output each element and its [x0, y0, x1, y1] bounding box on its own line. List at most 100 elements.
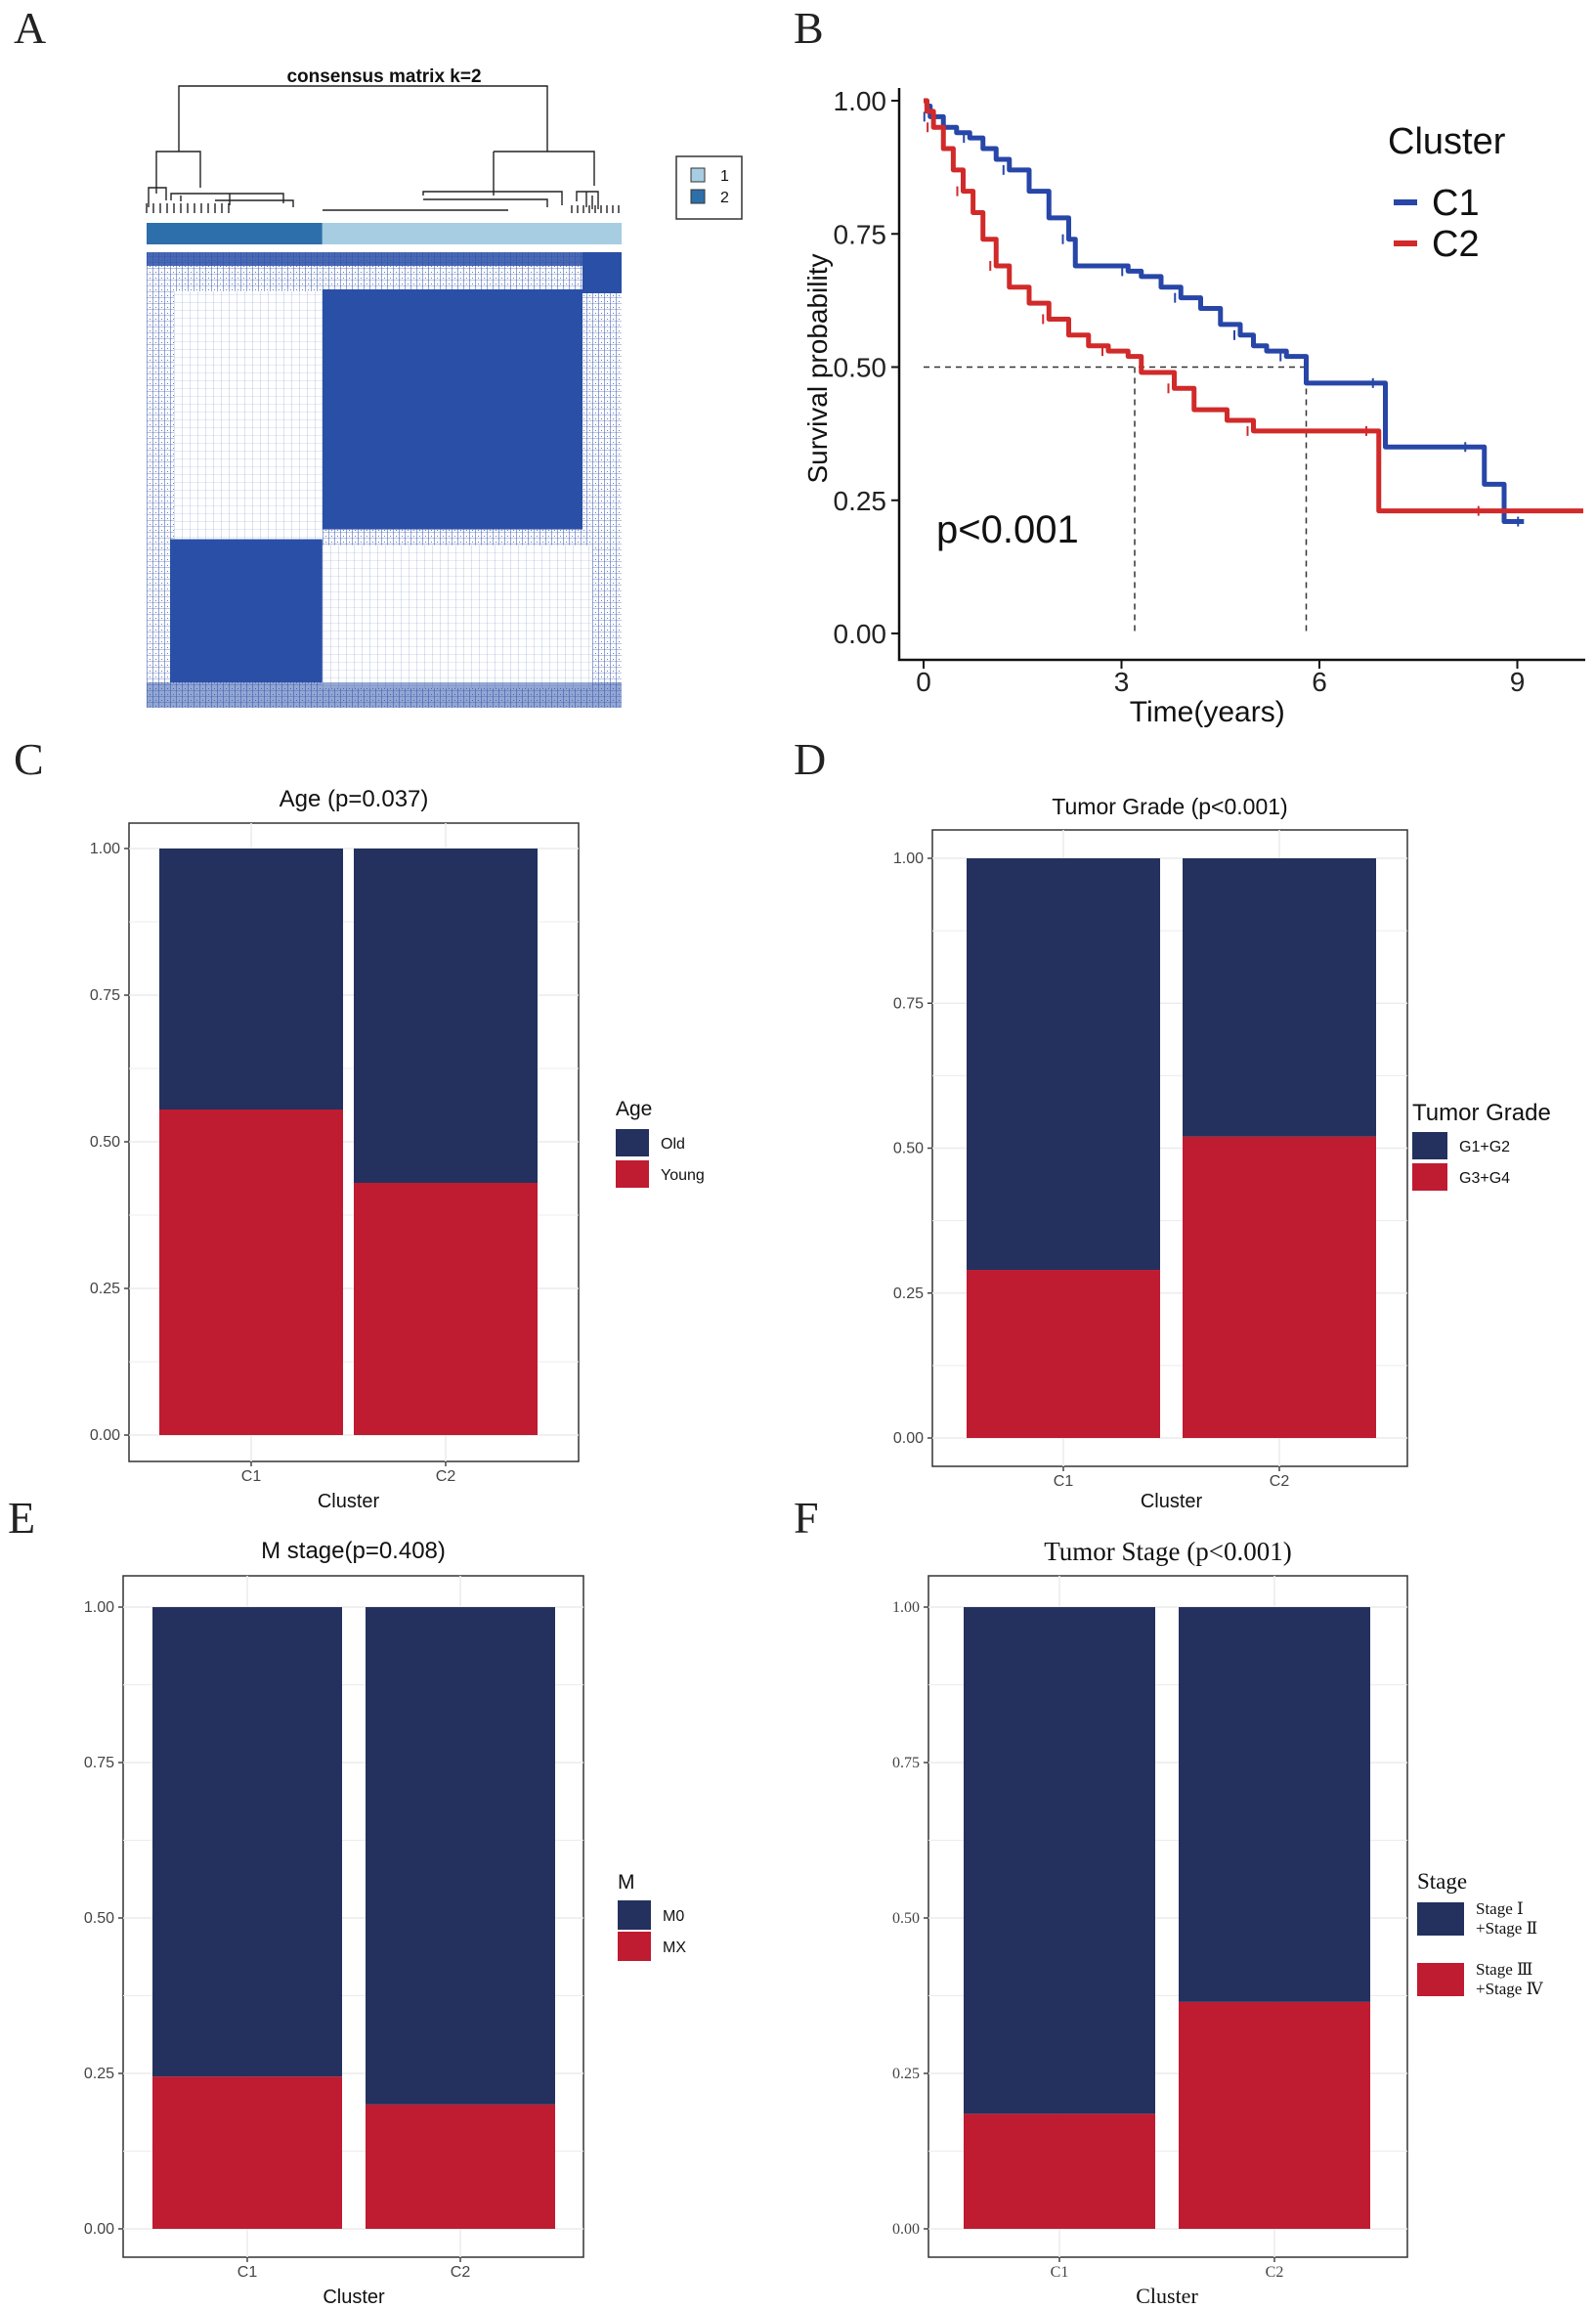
bar-y-tick-label: 1.00	[84, 1599, 114, 1616]
panel-b: 0.00 0.25 0.50 0.75 1.00 0 3 6 9 Time(years) Survi…	[802, 86, 1585, 728]
bar-y-tick-label: 0.25	[892, 2066, 920, 2082]
panel-letter-a: A	[14, 3, 46, 53]
bar-x-tick-label: C2	[436, 1468, 456, 1485]
km-p-value: p<0.001	[936, 508, 1079, 551]
panel-d: Tumor Grade (p<0.001) C1 C2 0.00 0.25 0.50 0.7…	[893, 794, 1551, 1512]
km-x-label: Time(years)	[1130, 696, 1285, 728]
matrix-block-1	[322, 289, 582, 530]
bar-c1-mx	[152, 2076, 342, 2229]
bar-legend-swatch	[1417, 1963, 1464, 1996]
bar-legend-swatch	[1412, 1132, 1447, 1159]
bar-y-tick-label: 0.75	[90, 987, 120, 1004]
bar-legend-swatch	[618, 1900, 651, 1930]
panel-a: consensus matrix k=2 1 2	[146, 66, 743, 708]
matrix-legend-box	[675, 155, 743, 220]
bar-y-tick-label: 0.00	[90, 1427, 120, 1444]
dendrogram-left-branch	[155, 151, 201, 194]
bar-x-label: Cluster	[323, 2287, 385, 2308]
bar-legend-label: Young	[661, 1167, 705, 1184]
km-axes	[897, 88, 1585, 662]
bar-x-tick-label: C2	[451, 2264, 471, 2281]
bar-y-tick-label: 0.50	[892, 1910, 920, 1927]
matrix-off-block-bottom	[322, 545, 592, 688]
bar-y-tick-label: 0.75	[892, 1755, 920, 1771]
bar-chart-title: M stage(p=0.408)	[261, 1538, 446, 1564]
bar-c1-stage-stage-	[964, 2113, 1155, 2229]
km-legend-label-c2: C2	[1432, 224, 1480, 265]
km-y-tick-label: 0.00	[834, 619, 887, 649]
km-median-lines	[924, 366, 1308, 633]
bar-c2-stage-stage-	[1179, 2001, 1370, 2229]
matrix-block-2	[170, 539, 323, 682]
km-y-tick-label: 0.75	[834, 219, 887, 249]
km-x-tick-label: 0	[916, 667, 931, 697]
bar-x-tick-label: C1	[241, 1468, 262, 1485]
bar-y-tick-label: 0.25	[90, 1281, 120, 1297]
km-y-tick-label: 1.00	[834, 86, 887, 116]
bar-x-tick-label: C1	[237, 2264, 258, 2281]
panel-c: Age (p=0.037) C1 C2 0.00 0.25 0.50 0.75 1.00 Clu…	[90, 786, 705, 1512]
bar-x-tick-label: C1	[1051, 2264, 1069, 2281]
bar-y-tick-label: 0.50	[84, 1910, 114, 1927]
bar-legend-swatch	[1417, 1902, 1464, 1936]
bar-chart-title: Age (p=0.037)	[280, 786, 429, 812]
bar-c2-g3-g4	[1183, 1136, 1376, 1438]
bar-legend-label: +Stage Ⅳ	[1476, 1980, 1544, 1998]
bar-legend-title: Stage	[1417, 1869, 1467, 1894]
bar-c2-old	[354, 849, 538, 1183]
km-y-label: Survival probability	[802, 254, 833, 484]
bar-y-tick-label: 0.25	[893, 1285, 924, 1302]
bar-legend-label: +Stage Ⅱ	[1476, 1919, 1537, 1938]
bar-legend-label: Old	[661, 1136, 685, 1153]
bar-legend-swatch	[616, 1160, 649, 1188]
km-x-tick-label: 6	[1312, 667, 1327, 697]
bar-c1-m0	[152, 1607, 342, 2077]
km-x-tick-label: 9	[1510, 667, 1526, 697]
bar-legend-label: G3+G4	[1459, 1170, 1510, 1187]
bar-c1-old	[159, 849, 343, 1110]
bar-legend-label: MX	[663, 1939, 686, 1956]
dendrogram-right-leaves	[323, 191, 599, 211]
bar-x-tick-label: C1	[1054, 1473, 1074, 1490]
matrix-bottom-band	[147, 682, 622, 708]
matrix-legend-label-1: 1	[720, 168, 729, 185]
bar-legend-label: Stage Ⅲ	[1476, 1960, 1532, 1979]
bar-y-tick-label: 0.75	[893, 995, 924, 1012]
km-curve-c2	[924, 98, 1583, 514]
bar-c1-g1-g2	[967, 858, 1160, 1271]
panel-e: M stage(p=0.408) C1 C2 0.00 0.25 0.50 0.75 1.00…	[84, 1538, 686, 2308]
bar-legend-label: M0	[663, 1908, 684, 1925]
bar-y-tick-label: 0.75	[84, 1755, 114, 1771]
bar-legend-swatch	[618, 1932, 651, 1961]
matrix-legend-label-2: 2	[720, 190, 729, 206]
bar-c1-g3-g4	[967, 1270, 1160, 1438]
bar-c2-g1-g2	[1183, 858, 1376, 1137]
dendrogram-right-branch	[493, 151, 595, 196]
bar-chart-title: Tumor Stage (p<0.001)	[1044, 1537, 1291, 1566]
bar-legend-swatch	[616, 1129, 649, 1156]
bar-legend-title: Tumor Grade	[1412, 1100, 1551, 1126]
dendrogram-root	[178, 85, 548, 152]
bar-c2-mx	[366, 2104, 555, 2229]
panel-f: Tumor Stage (p<0.001) C1 C2 0.00 0.25 0.50 0.7…	[892, 1537, 1544, 2308]
km-x-tick-label: 3	[1114, 667, 1130, 697]
bar-chart-title: Tumor Grade (p<0.001)	[1052, 794, 1287, 819]
bar-y-tick-label: 1.00	[892, 1599, 920, 1616]
km-legend-label-c1: C1	[1432, 183, 1480, 224]
panel-letter-f: F	[794, 1493, 819, 1543]
bar-y-tick-label: 1.00	[90, 841, 120, 857]
bar-y-tick-label: 1.00	[893, 850, 924, 867]
cluster-bar-1	[322, 223, 622, 244]
panel-letter-b: B	[794, 3, 824, 53]
km-y-tick-label: 0.25	[834, 486, 887, 516]
bar-c2-stage-stage-	[1179, 1607, 1370, 2002]
bar-x-label: Cluster	[318, 1491, 380, 1512]
bar-legend-title: M	[618, 1871, 635, 1894]
bar-y-tick-label: 0.25	[84, 2066, 114, 2082]
panel-letter-d: D	[794, 734, 826, 784]
km-y-tick-label: 0.50	[834, 353, 887, 383]
matrix-legend-swatch-1	[690, 167, 706, 183]
cluster-bar-2	[147, 223, 323, 244]
matrix-legend-swatch-2	[690, 189, 706, 204]
matrix-title: consensus matrix k=2	[286, 66, 481, 87]
